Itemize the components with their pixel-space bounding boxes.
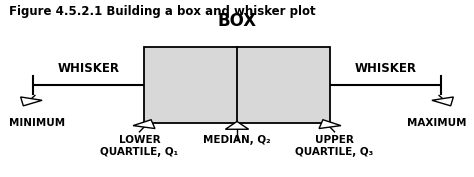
Text: WHISKER: WHISKER (57, 62, 119, 75)
Polygon shape (319, 120, 341, 129)
Bar (144, 47, 330, 123)
Text: WHISKER: WHISKER (355, 62, 417, 75)
Polygon shape (226, 121, 248, 129)
Polygon shape (133, 120, 155, 129)
Text: MINIMUM: MINIMUM (9, 118, 65, 128)
Polygon shape (432, 97, 453, 106)
Text: MAXIMUM: MAXIMUM (407, 118, 466, 128)
Text: MEDIAN, Q₂: MEDIAN, Q₂ (203, 135, 271, 145)
Text: Figure 4.5.2.1 Building a box and whisker plot: Figure 4.5.2.1 Building a box and whiske… (9, 5, 316, 18)
Text: BOX: BOX (218, 12, 256, 30)
Text: LOWER
QUARTILE, Q₁: LOWER QUARTILE, Q₁ (100, 135, 179, 157)
Polygon shape (21, 97, 42, 106)
Text: UPPER
QUARTILE, Q₃: UPPER QUARTILE, Q₃ (295, 135, 374, 157)
